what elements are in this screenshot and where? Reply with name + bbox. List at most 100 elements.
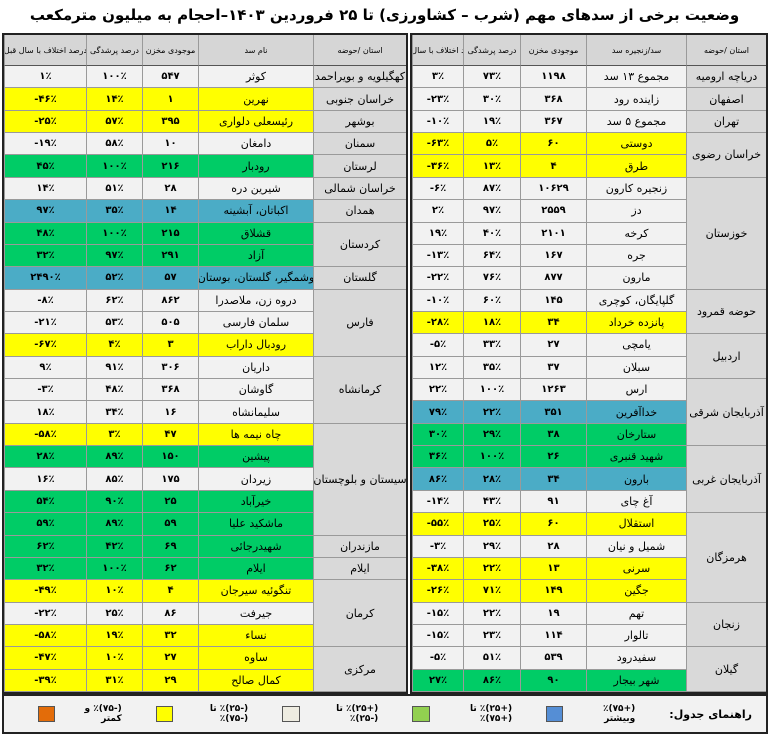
dam-name-cell: اکباتان، آبشینه [198, 200, 313, 223]
fill-percent-cell: ۹۱٪ [86, 356, 142, 379]
legend-label: (+۷۵)٪ وبیشتر [602, 704, 636, 724]
dam-name-cell: زاینده رود [586, 88, 686, 111]
storage-cell: ۸۶۲ [142, 289, 198, 312]
storage-cell: ۳۴ [520, 311, 586, 335]
diff-percent-cell: ۴۵٪ [4, 155, 86, 178]
fill-percent-cell: ۳٪ [86, 423, 142, 447]
storage-cell: ۱۱۹۸ [520, 66, 586, 89]
diff-percent-cell: -۲۲٪ [4, 602, 86, 625]
fill-percent-cell: ۴۳٪ [463, 490, 520, 514]
diff-percent-cell: -۵۸٪ [4, 624, 86, 648]
fill-percent-cell: ۲۳٪ [463, 624, 520, 648]
province-cell: کهگیلویه و بویراحمد [313, 66, 406, 89]
diff-percent-cell: -۶۳٪ [412, 133, 463, 156]
column-header: استان /حوضه [313, 35, 406, 66]
province-cell: هرمزگان [686, 513, 766, 603]
fill-percent-cell: ۱۰۰٪ [463, 379, 520, 402]
fill-percent-cell: ۷۱٪ [463, 580, 520, 603]
column-header: استان /حوضه [686, 35, 766, 66]
province-cell: همدان [313, 200, 406, 223]
fill-percent-cell: ۲۸٪ [463, 468, 520, 491]
dam-name-cell: سبلان [586, 356, 686, 379]
legend-label: (+۲۵)٪ تا (-۲۵)٪ [336, 704, 379, 724]
province-cell: بوشهر [313, 110, 406, 134]
dam-name-cell: زیردان [198, 468, 313, 491]
diff-percent-cell: -۲۶٪ [412, 580, 463, 603]
dam-name-cell: شهیدرجائی [198, 535, 313, 558]
storage-cell: ۱۴۹ [520, 580, 586, 603]
dam-name-cell: داریان [198, 356, 313, 379]
storage-cell: ۱۷۵ [142, 468, 198, 491]
dam-name-cell: قشلاق [198, 222, 313, 245]
province-cell: خوزستان [686, 177, 766, 290]
fill-percent-cell: ۳۳٪ [463, 334, 520, 357]
diff-percent-cell: ۴۸٪ [4, 222, 86, 245]
fill-percent-cell: ۲۹٪ [463, 423, 520, 447]
diff-percent-cell: ۱۲٪ [412, 356, 463, 379]
diff-percent-cell: ۳۲٪ [4, 557, 86, 581]
storage-cell: ۲۹ [142, 669, 198, 692]
dam-name-cell: نهرین [198, 88, 313, 111]
fill-percent-cell: ۴۲٪ [86, 535, 142, 558]
storage-cell: ۳۵۱ [520, 401, 586, 424]
column-header: درصد پرشدگی [86, 35, 142, 66]
storage-cell: ۳۹۵ [142, 110, 198, 134]
dam-name-cell: جره [586, 244, 686, 268]
fill-percent-cell: ۳۱٪ [86, 669, 142, 692]
dam-name-cell: طرق [586, 155, 686, 178]
province-cell: اصفهان [686, 88, 766, 111]
fill-percent-cell: ۹۷٪ [463, 200, 520, 223]
dam-name-cell: ایلام [198, 557, 313, 581]
province-cell: مرکزی [313, 647, 406, 692]
storage-cell: ۳۴ [520, 468, 586, 491]
province-cell: خراسان رضوی [686, 133, 766, 178]
dam-name-cell: شهید قنبری [586, 446, 686, 469]
fill-percent-cell: ۶۴٪ [463, 244, 520, 268]
fill-percent-cell: ۹۰٪ [86, 490, 142, 514]
dam-name-cell: سرنی [586, 557, 686, 581]
province-cell: گیلان [686, 647, 766, 692]
dam-name-cell: ماشکید علیا [198, 513, 313, 536]
diff-percent-cell: -۵٪ [412, 334, 463, 357]
province-cell: کردستان [313, 222, 406, 268]
dam-name-cell: چاه نیمه ها [198, 423, 313, 447]
dam-name-cell: تنگوئیه سیرجان [198, 580, 313, 603]
storage-cell: ۱۲۶۳ [520, 379, 586, 402]
diff-percent-cell: -۲۱٪ [4, 311, 86, 335]
storage-cell: ۲۱۶ [142, 155, 198, 178]
storage-cell: ۲۵ [142, 490, 198, 514]
diff-percent-cell: -۵۵٪ [412, 513, 463, 536]
dam-name-cell: سفیدرود [586, 647, 686, 670]
storage-cell: ۲۱۰۱ [520, 222, 586, 245]
diff-percent-cell: -۱۰٪ [412, 110, 463, 134]
fill-percent-cell: ۱۰۰٪ [86, 222, 142, 245]
province-cell: تهران [686, 110, 766, 134]
fill-percent-cell: ۳۵٪ [86, 200, 142, 223]
fill-percent-cell: ۵۱٪ [463, 647, 520, 670]
diff-percent-cell: -۱۳٪ [412, 244, 463, 268]
legend-swatch-icon [546, 706, 564, 722]
dam-name-cell: دامغان [198, 133, 313, 156]
fill-percent-cell: ۸۹٪ [86, 446, 142, 469]
dam-name-cell: گاوشان [198, 379, 313, 402]
storage-cell: ۱ [142, 88, 198, 111]
legend-swatch-icon [282, 706, 300, 722]
province-cell: گلستان [313, 267, 406, 290]
storage-cell: ۴۷ [142, 423, 198, 447]
dam-name-cell: کمال صالح [198, 669, 313, 692]
storage-cell: ۴ [520, 155, 586, 178]
fill-percent-cell: ۲۵٪ [463, 513, 520, 536]
fill-percent-cell: ۳۰٪ [463, 88, 520, 111]
storage-cell: ۱۴ [142, 200, 198, 223]
column-header: موجودی مخزن [142, 35, 198, 66]
dam-name-cell: جیرفت [198, 602, 313, 625]
column-header: نام سد [198, 35, 313, 66]
storage-cell: ۳۸ [520, 423, 586, 447]
fill-percent-cell: ۱۰۰٪ [86, 155, 142, 178]
storage-cell: ۳۲ [142, 624, 198, 648]
dam-name-cell: ارس [586, 379, 686, 402]
dam-name-cell: پیشین [198, 446, 313, 469]
fill-percent-cell: ۲۵٪ [86, 602, 142, 625]
legend-items: (+۷۵)٪ وبیشتر (+۲۵)٪ تا (+۷۵)٪ (+۲۵)٪ تا (… [4, 704, 635, 724]
fill-percent-cell: ۴٪ [86, 334, 142, 357]
